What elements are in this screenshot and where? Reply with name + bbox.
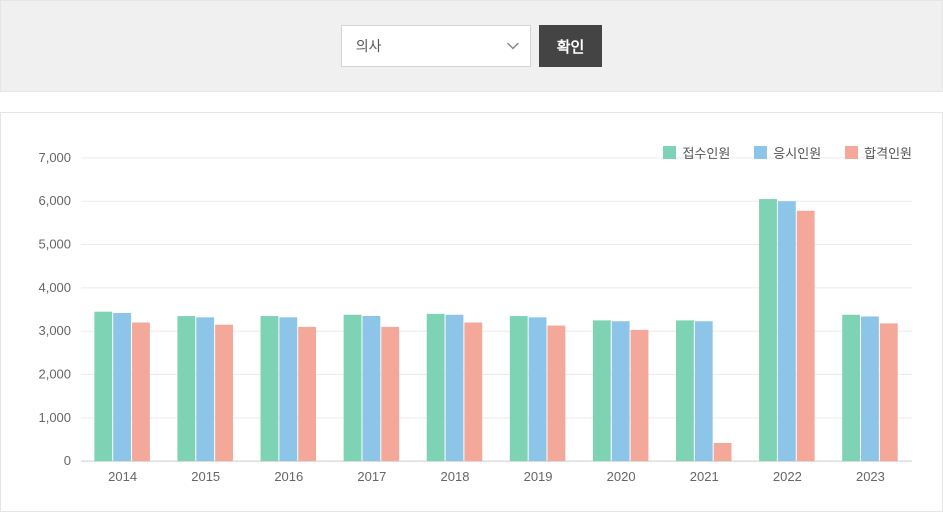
bar: [279, 317, 297, 461]
select-value: 의사: [356, 36, 382, 56]
confirm-button[interactable]: 확인: [539, 25, 603, 67]
legend-item: 합격인원: [845, 143, 912, 162]
svg-text:2018: 2018: [441, 469, 470, 484]
profession-select-wrapper: 의사: [341, 25, 531, 67]
legend-item: 접수인원: [663, 143, 730, 162]
bar: [547, 326, 565, 462]
bar: [593, 320, 611, 461]
bar: [631, 330, 649, 461]
bar: [427, 314, 445, 461]
bar: [215, 325, 233, 461]
bar: [298, 327, 316, 461]
bar: [676, 320, 694, 461]
svg-text:1,000: 1,000: [38, 410, 71, 425]
filter-bar: 의사 확인: [0, 0, 943, 92]
bar: [880, 323, 898, 461]
bar: [196, 317, 214, 461]
legend-swatch: [663, 146, 676, 159]
bar: [261, 316, 279, 461]
legend-swatch: [845, 146, 858, 159]
svg-text:2020: 2020: [607, 469, 636, 484]
bar: [94, 312, 112, 461]
svg-text:2016: 2016: [274, 469, 303, 484]
svg-text:2,000: 2,000: [38, 367, 71, 382]
bar: [529, 317, 547, 461]
bar: [344, 315, 362, 461]
svg-text:2023: 2023: [856, 469, 885, 484]
svg-text:5,000: 5,000: [38, 237, 71, 252]
chart-legend: 접수인원 응시인원 합격인원: [663, 143, 912, 162]
legend-label: 접수인원: [682, 143, 730, 162]
bar: [113, 313, 131, 461]
profession-select[interactable]: 의사: [341, 25, 531, 67]
bar-chart: 0 1,000 2,000 3,000 4,000 5,000 6,000 7,000 2014…: [21, 143, 922, 491]
svg-text:3,000: 3,000: [38, 323, 71, 338]
svg-text:0: 0: [64, 453, 71, 468]
legend-item: 응시인원: [754, 143, 821, 162]
svg-text:4,000: 4,000: [38, 280, 71, 295]
svg-text:2022: 2022: [773, 469, 802, 484]
bar: [446, 315, 464, 461]
bar: [510, 316, 528, 461]
svg-text:7,000: 7,000: [38, 150, 71, 165]
bar: [759, 199, 777, 461]
bar: [714, 443, 732, 461]
svg-text:2015: 2015: [191, 469, 220, 484]
bar: [362, 316, 380, 461]
bar: [797, 211, 815, 461]
bar: [778, 201, 796, 461]
bar: [695, 321, 713, 461]
bar: [464, 323, 482, 462]
svg-text:2019: 2019: [524, 469, 553, 484]
svg-text:2017: 2017: [357, 469, 386, 484]
svg-text:2014: 2014: [108, 469, 137, 484]
bar: [177, 316, 195, 461]
bar: [132, 323, 150, 462]
bar: [381, 327, 399, 461]
chart-container: 접수인원 응시인원 합격인원 0 1,000 2,000 3,000 4,000 5,00…: [0, 112, 943, 512]
bar: [861, 316, 879, 461]
bar: [842, 315, 860, 461]
svg-text:2021: 2021: [690, 469, 719, 484]
legend-swatch: [754, 146, 767, 159]
svg-text:6,000: 6,000: [38, 193, 71, 208]
legend-label: 응시인원: [773, 143, 821, 162]
bar: [612, 321, 630, 461]
legend-label: 합격인원: [864, 143, 912, 162]
